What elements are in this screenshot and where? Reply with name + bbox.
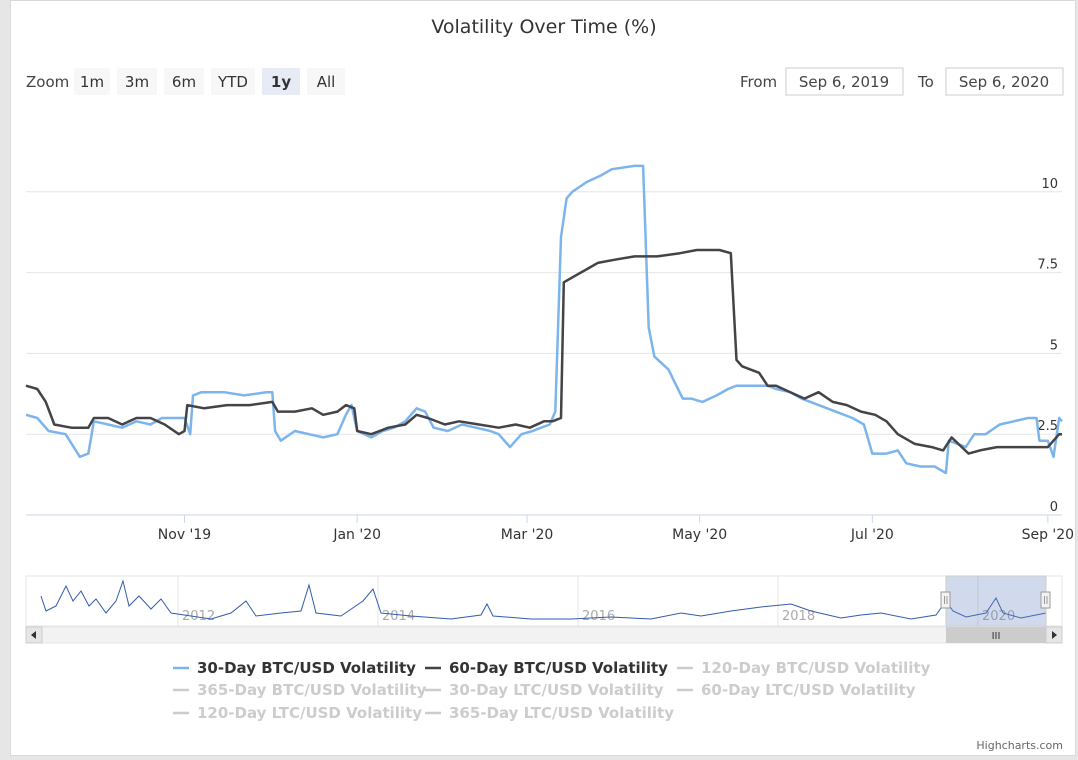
legend-label[interactable]: 30-Day BTC/USD Volatility [197,659,416,677]
zoom-button-bg[interactable] [307,68,345,95]
navigator-handle-left[interactable] [940,591,951,609]
navigator-frame [25,575,1063,627]
y-tick-label: 10 [1041,177,1058,192]
zoom-button-label[interactable]: YTD [217,73,248,91]
from-date-input[interactable]: Sep 6, 2019 [785,67,904,96]
zoom-button-3m[interactable]: 3m [117,68,157,95]
y-tick-label: 5 [1050,338,1058,353]
legend-item[interactable]: 30-Day BTC/USD Volatility [173,659,416,677]
navigator-handle-right[interactable] [1040,591,1051,609]
scroll-right-button[interactable] [1045,626,1063,644]
navigator-mask[interactable] [945,575,1047,627]
zoom-button-label[interactable]: 3m [125,73,149,91]
zoom-button-1y[interactable]: 1y [262,68,300,95]
scroll-left-button[interactable] [25,626,43,644]
x-tick-label: Sep '20 [1022,527,1075,543]
plot-area [25,164,1063,475]
legend-label[interactable]: 30-Day LTC/USD Volatility [449,681,664,699]
arrow-left-icon [31,631,36,639]
series-30-day-btc [25,164,1063,475]
x-tick-label: May '20 [672,527,727,543]
series-line [25,164,1063,475]
navigator-series [40,579,1047,620]
zoom-button-bg[interactable] [74,68,110,95]
navigator[interactable]: 2012 2014 2016 2018 2020 [25,575,1063,627]
zoom-button-ytd[interactable]: YTD [211,68,255,95]
x-tick-label: Jul '20 [850,527,894,543]
legend: 30-Day BTC/USD Volatility 60-Day BTC/USD … [173,659,931,722]
scrollbar-track[interactable] [25,626,1063,644]
zoom-button-label[interactable]: 1y [271,73,291,91]
zoom-button-label[interactable]: All [317,73,336,91]
credits-link[interactable]: Highcharts.com [976,739,1063,752]
legend-label[interactable]: 60-Day LTC/USD Volatility [701,681,916,699]
legend-item[interactable]: 120-Day LTC/USD Volatility [173,704,422,722]
zoom-buttons: 1m 3m 6m YTD 1y All [74,68,345,95]
navigator-tick-label: 2018 [782,609,815,624]
series-60-day-btc [25,248,1063,455]
arrow-right-icon [1052,631,1057,639]
legend-item[interactable]: 365-Day BTC/USD Volatility [173,681,427,699]
to-date-box[interactable] [945,67,1064,96]
zoom-button-all[interactable]: All [307,68,345,95]
to-date-value[interactable]: Sep 6, 2020 [959,73,1049,91]
x-tick-label: Jan '20 [332,527,381,543]
legend-label[interactable]: 365-Day LTC/USD Volatility [449,704,674,722]
navigator-tick-label: 2012 [182,609,215,624]
zoom-button-label[interactable]: 6m [172,73,196,91]
zoom-label: Zoom [26,73,69,91]
zoom-button-label[interactable]: 1m [80,73,104,91]
to-label: To [917,73,934,91]
series-line [25,248,1062,455]
zoom-button-1m[interactable]: 1m [74,68,110,95]
y-tick-label: 0 [1050,500,1058,515]
legend-label[interactable]: 120-Day LTC/USD Volatility [197,704,422,722]
scrollbar-thumb[interactable] [946,627,1046,643]
y-tick-label: 7.5 [1037,258,1058,273]
y-axis: 0 2.5 5 7.5 10 [1037,177,1058,515]
scrollbar[interactable]: III [25,626,1063,644]
zoom-button-6m[interactable]: 6m [164,68,204,95]
legend-label[interactable]: 60-Day BTC/USD Volatility [449,659,668,677]
scrollbar-grip: III [992,631,1001,642]
from-date-box[interactable] [785,67,904,96]
navigator-tick-label: 2020 [982,609,1015,624]
legend-item[interactable]: 120-Day BTC/USD Volatility [677,659,931,677]
x-tick-label: Nov '19 [158,527,211,543]
grid-lines [26,191,1062,516]
legend-item[interactable]: 365-Day LTC/USD Volatility [425,704,674,722]
zoom-button-bg[interactable] [117,68,157,95]
legend-item[interactable]: 60-Day LTC/USD Volatility [677,681,916,699]
from-date-value[interactable]: Sep 6, 2019 [799,73,889,91]
navigator-tick-label: 2014 [382,609,415,624]
legend-label[interactable]: 120-Day BTC/USD Volatility [701,659,931,677]
to-date-input[interactable]: Sep 6, 2020 [945,67,1064,96]
legend-label[interactable]: 365-Day BTC/USD Volatility [197,681,427,699]
navigator-grid: 2012 2014 2016 2018 2020 [177,576,1015,626]
chart-title: Volatility Over Time (%) [431,16,656,38]
zoom-button-bg[interactable] [211,68,255,95]
chart-container: Volatility Over Time (%) Zoom 1m 3m 6m YTD 1… [10,0,1076,756]
x-axis: Nov '19 Jan '20 Mar '20 May '20 Jul '20 Sep '… [158,515,1074,543]
chart-svg: Volatility Over Time (%) Zoom 1m 3m 6m YTD 1… [25,16,1074,752]
from-label: From [740,73,777,91]
navigator-tick-label: 2016 [582,609,615,624]
x-tick-label: Mar '20 [501,527,554,543]
legend-item[interactable]: 30-Day LTC/USD Volatility [425,681,664,699]
y-tick-label: 2.5 [1037,419,1058,434]
legend-item[interactable]: 60-Day BTC/USD Volatility [425,659,668,677]
zoom-button-bg[interactable] [164,68,204,95]
zoom-button-bg[interactable] [262,68,300,95]
